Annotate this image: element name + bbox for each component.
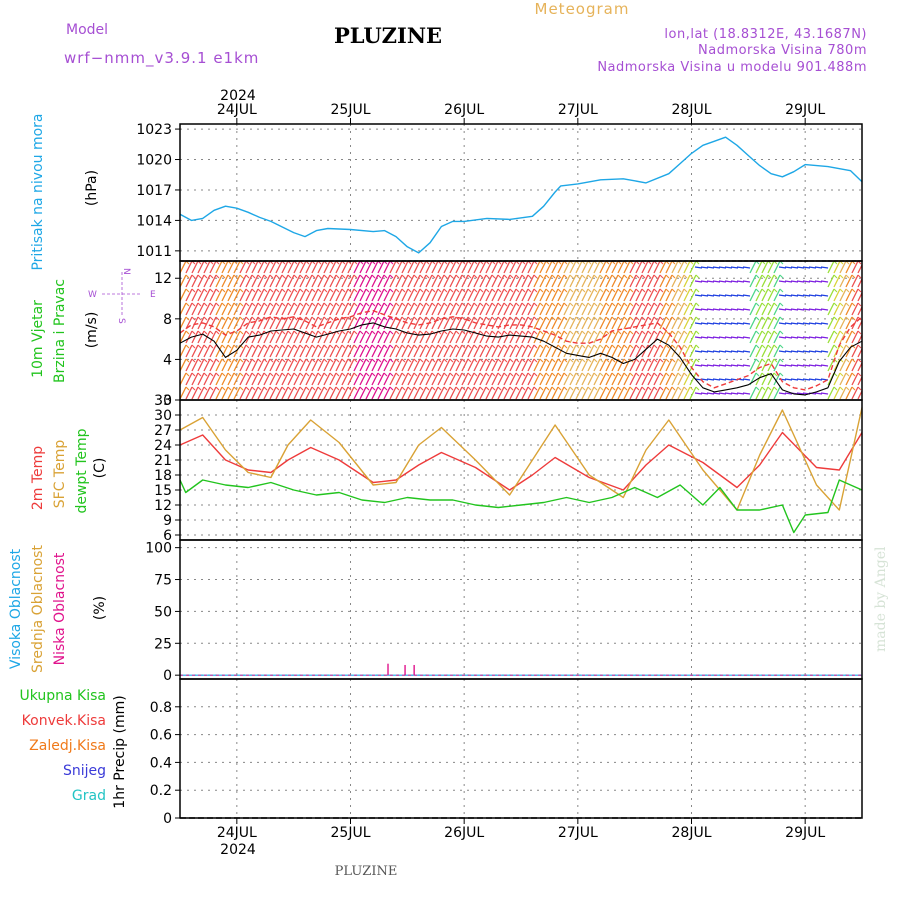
y-tick-label: 12	[154, 498, 172, 514]
pressure-axis-label: Pritisak na nivou mora	[30, 113, 46, 270]
y-tick-label: 1011	[136, 244, 172, 260]
y-tick-label: 0.6	[150, 728, 172, 744]
legend-grad: Grad	[72, 788, 106, 804]
cloud-unit: (%)	[92, 596, 108, 620]
pressure-unit: (hPa)	[84, 170, 100, 206]
y-tick-label: 24	[154, 438, 172, 454]
dewpoint-line	[179, 479, 863, 534]
cloud-low-label: Niska Oblacnost	[52, 552, 68, 665]
y-tick-label: 4	[163, 352, 172, 368]
y-tick-label: 0.4	[150, 755, 172, 771]
pressure-line	[179, 136, 863, 254]
day-label-bottom: 25JUL	[331, 825, 371, 841]
day-label-bottom: 28JUL	[672, 825, 712, 841]
y-tick-label: 0.2	[150, 783, 172, 799]
model-label: Model	[66, 22, 108, 38]
y-tick-label: 18	[154, 468, 172, 484]
wind-label-line2: Brzina i Pravac	[52, 279, 68, 383]
y-tick-label: 100	[145, 541, 172, 557]
day-label-bottom: 24JUL	[217, 825, 257, 841]
sfc-temp-label: SFC Temp	[52, 440, 68, 509]
altitude-label: Nadmorska Visina 780m	[698, 43, 867, 58]
y-tick-label: 75	[154, 573, 172, 589]
model-name: wrf−nmm_v3.9.1 e1km	[64, 49, 259, 68]
wind-barbs	[180, 261, 862, 400]
legend-zaledj-kisa: Zaledj.Kisa	[29, 738, 106, 754]
day-label-top: 25JUL	[331, 102, 371, 118]
cloud-mid-label: Srednja Oblacnost	[30, 545, 46, 673]
y-tick-label: 8	[163, 312, 172, 328]
panel-frame	[179, 539, 863, 680]
temp2m-label: 2m Temp	[30, 446, 46, 510]
y-tick-label: 6	[163, 528, 172, 544]
temp2m-line	[179, 431, 863, 491]
day-label-bottom: 29JUL	[785, 825, 825, 841]
day-label-bottom: 27JUL	[558, 825, 598, 841]
y-tick-label: 15	[154, 483, 172, 499]
cloud-high-label: Visoka Oblacnost	[8, 548, 24, 669]
year-label-top: 2024	[220, 88, 256, 104]
lonlat-label: lon,lat (18.8312E, 43.1687N)	[664, 27, 867, 42]
y-tick-label: 1014	[136, 213, 172, 229]
panel-frame	[179, 399, 863, 541]
watermark: made by Angel	[873, 546, 889, 652]
wind-unit: (m/s)	[84, 312, 100, 349]
y-tick-label: 0.8	[150, 700, 172, 716]
legend-konvek-kisa: Konvek.Kisa	[22, 713, 106, 729]
footer-station: PLUZINE	[335, 864, 398, 879]
station-title: PLUZINE	[334, 23, 442, 48]
y-tick-label: 50	[154, 604, 172, 620]
y-tick-label: 30	[154, 408, 172, 424]
dewpt-temp-label: dewpt Temp	[74, 428, 90, 513]
temp-unit: (C)	[92, 458, 108, 479]
model-altitude-label: Nadmorska Visina u modelu 901.488m	[597, 60, 867, 75]
y-tick-label: 9	[163, 513, 172, 529]
y-tick-label: 21	[154, 453, 172, 469]
chart-panels: 24JUL 24JUL 25JUL 25JUL 26JUL 26JUL 27JUL 27JUL…	[136, 102, 863, 841]
year-label-bottom: 2024	[220, 842, 256, 858]
legend-ukupna-kisa: Ukupna Kisa	[19, 688, 106, 704]
y-tick-label: 27	[154, 423, 172, 439]
y-tick-label: 0	[163, 668, 172, 684]
day-label-top: 24JUL	[217, 102, 257, 118]
day-label-bottom: 26JUL	[444, 825, 484, 841]
panel-frame	[179, 678, 863, 819]
day-label-top: 28JUL	[672, 102, 712, 118]
day-label-top: 27JUL	[558, 102, 598, 118]
wind-speed-line	[179, 322, 863, 396]
y-tick-label: 33	[154, 393, 172, 409]
y-tick-label: 1020	[136, 153, 172, 169]
y-tick-label: 0	[163, 811, 172, 827]
compass-e: E	[150, 290, 156, 300]
compass-w: W	[88, 290, 97, 300]
sfc-temp-line	[179, 407, 863, 511]
y-tick-label: 1017	[136, 183, 172, 199]
day-label-top: 29JUL	[785, 102, 825, 118]
compass-n: N	[121, 268, 131, 275]
legend-snijeg: Snijeg	[63, 763, 106, 779]
precip-ylabel: 1hr Precip (mm)	[112, 695, 128, 808]
wind-gust-line	[179, 310, 863, 391]
panel-frame	[179, 123, 863, 262]
y-tick-label: 25	[154, 636, 172, 652]
y-tick-label: 12	[154, 271, 172, 287]
compass-icon: W E N S	[88, 268, 156, 324]
day-label-top: 26JUL	[444, 102, 484, 118]
y-tick-label: 1023	[136, 122, 172, 138]
compass-s: S	[116, 318, 126, 324]
wind-label-line1: 10m Vjetar	[30, 300, 46, 378]
meteogram-label: Meteogram	[535, 0, 630, 18]
y-tick-label: 0	[163, 393, 172, 409]
